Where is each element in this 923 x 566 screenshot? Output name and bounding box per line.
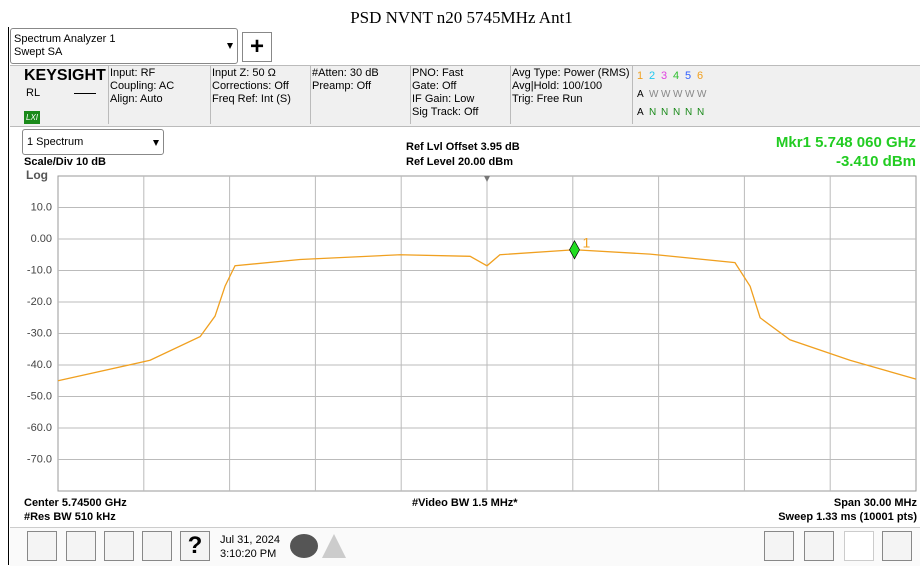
spectrum-trace bbox=[57, 249, 917, 382]
folder-button[interactable] bbox=[142, 531, 172, 561]
y-tick-label: -70.0 bbox=[27, 453, 52, 465]
marker-tag: 1 bbox=[583, 234, 591, 250]
settings-bar bbox=[10, 65, 920, 127]
trace-type: W bbox=[697, 89, 707, 100]
trace-detector: N bbox=[685, 107, 693, 118]
ref-level: Ref Level 20.00 dBm bbox=[406, 156, 513, 168]
y-tick-label: -30.0 bbox=[27, 327, 52, 339]
sweep: Sweep 1.33 ms (10001 pts) bbox=[778, 511, 917, 523]
y-tick-label: -20.0 bbox=[27, 296, 52, 308]
message-icon[interactable] bbox=[290, 534, 318, 558]
layout-button[interactable] bbox=[844, 531, 874, 561]
trace-type: A bbox=[637, 89, 644, 100]
y-tick-label: -60.0 bbox=[27, 422, 52, 434]
trace-detector: N bbox=[697, 107, 705, 118]
add-button[interactable]: + bbox=[242, 32, 272, 62]
y-tick-label: 10.0 bbox=[31, 201, 52, 213]
setting-text: Align: Auto bbox=[110, 93, 163, 105]
dropdown-arrow bbox=[227, 43, 233, 49]
span: Span 30.00 MHz bbox=[833, 497, 917, 509]
column-divider bbox=[310, 66, 311, 124]
keypad-button[interactable] bbox=[764, 531, 794, 561]
redo-button[interactable] bbox=[104, 531, 134, 561]
res-bw: #Res BW 510 kHz bbox=[24, 511, 116, 523]
date: Jul 31, 2024 bbox=[220, 534, 280, 546]
trace-detector: A bbox=[637, 107, 644, 118]
page-title: PSD NVNT n20 5745MHz Ant1 bbox=[350, 8, 573, 27]
log-label: Log bbox=[26, 168, 48, 182]
column-divider bbox=[510, 66, 511, 124]
app-mode: Swept SA bbox=[14, 46, 63, 58]
touch-button[interactable] bbox=[804, 531, 834, 561]
trace-number: 6 bbox=[697, 70, 704, 82]
lxi-badge: LXI bbox=[24, 111, 41, 124]
app-selector[interactable]: Spectrum Analyzer 1 Swept SA bbox=[10, 28, 238, 64]
setting-text: Trig: Free Run bbox=[512, 93, 583, 105]
column-divider bbox=[210, 66, 211, 124]
setting-text: #Atten: 30 dB bbox=[312, 67, 379, 79]
dropdown-arrow bbox=[153, 140, 159, 146]
scale-div: Scale/Div 10 dB bbox=[24, 156, 106, 168]
setting-text: Input Z: 50 Ω bbox=[212, 67, 276, 79]
alert-icon[interactable] bbox=[322, 534, 346, 558]
marker-reading: -3.410 dBm bbox=[835, 153, 916, 170]
setting-text: Input: RF bbox=[110, 67, 156, 79]
y-tick-label: -40.0 bbox=[27, 359, 52, 371]
trace-detector: N bbox=[673, 107, 681, 118]
trace-type: W bbox=[649, 89, 659, 100]
frame bbox=[8, 27, 922, 565]
y-tick-label: -50.0 bbox=[27, 390, 52, 402]
undo-button[interactable] bbox=[66, 531, 96, 561]
trace-detector: N bbox=[649, 107, 657, 118]
windows-button[interactable] bbox=[27, 531, 57, 561]
trace-type: W bbox=[685, 89, 695, 100]
video-bw: #Video BW 1.5 MHz* bbox=[412, 497, 518, 509]
trace-type: W bbox=[673, 89, 683, 100]
trace-number: 2 bbox=[649, 70, 656, 82]
setting-text: Gate: Off bbox=[412, 80, 457, 92]
marker-diamond bbox=[569, 240, 580, 260]
rl-label: RL bbox=[26, 87, 41, 99]
center-indicator bbox=[484, 176, 490, 182]
setting-text: Avg Type: Power (RMS) bbox=[512, 67, 630, 79]
selector-text: 1 Spectrum bbox=[27, 136, 84, 148]
trace-type: W bbox=[661, 89, 671, 100]
time: 3:10:20 PM bbox=[220, 548, 277, 560]
center-freq: Center 5.74500 GHz bbox=[24, 497, 127, 509]
marker-label: Mkr1 5.748 060 GHz bbox=[775, 134, 916, 151]
brand: KEYSIGHT bbox=[24, 67, 106, 84]
setting-text: Corrections: Off bbox=[212, 80, 289, 92]
setting-text: Sig Track: Off bbox=[412, 106, 479, 118]
trace-panel bbox=[632, 66, 717, 124]
trace-number: 1 bbox=[637, 70, 644, 82]
setting-text: Preamp: Off bbox=[312, 80, 372, 92]
setting-text: Avg|Hold: 100/100 bbox=[512, 80, 603, 92]
y-tick-label: 0.00 bbox=[31, 233, 52, 245]
fullscreen-button[interactable] bbox=[882, 531, 912, 561]
setting-text: PNO: Fast bbox=[412, 67, 464, 79]
setting-text: Freq Ref: Int (S) bbox=[212, 93, 291, 105]
app-name: Spectrum Analyzer 1 bbox=[14, 33, 116, 45]
setting-text: IF Gain: Low bbox=[412, 93, 475, 105]
trace-number: 4 bbox=[673, 70, 680, 82]
spectrum-selector[interactable]: 1 Spectrum bbox=[22, 129, 164, 155]
help-button[interactable]: ? bbox=[180, 531, 210, 561]
setting-text: Coupling: AC bbox=[110, 80, 175, 92]
trace-number: 3 bbox=[661, 70, 668, 82]
trace-detector: N bbox=[661, 107, 669, 118]
rl-arrow bbox=[74, 93, 96, 94]
y-tick-label: -10.0 bbox=[27, 264, 52, 276]
column-divider bbox=[410, 66, 411, 124]
trace-number: 5 bbox=[685, 70, 692, 82]
ref-offset: Ref Lvl Offset 3.95 dB bbox=[406, 141, 520, 153]
column-divider bbox=[108, 66, 109, 124]
